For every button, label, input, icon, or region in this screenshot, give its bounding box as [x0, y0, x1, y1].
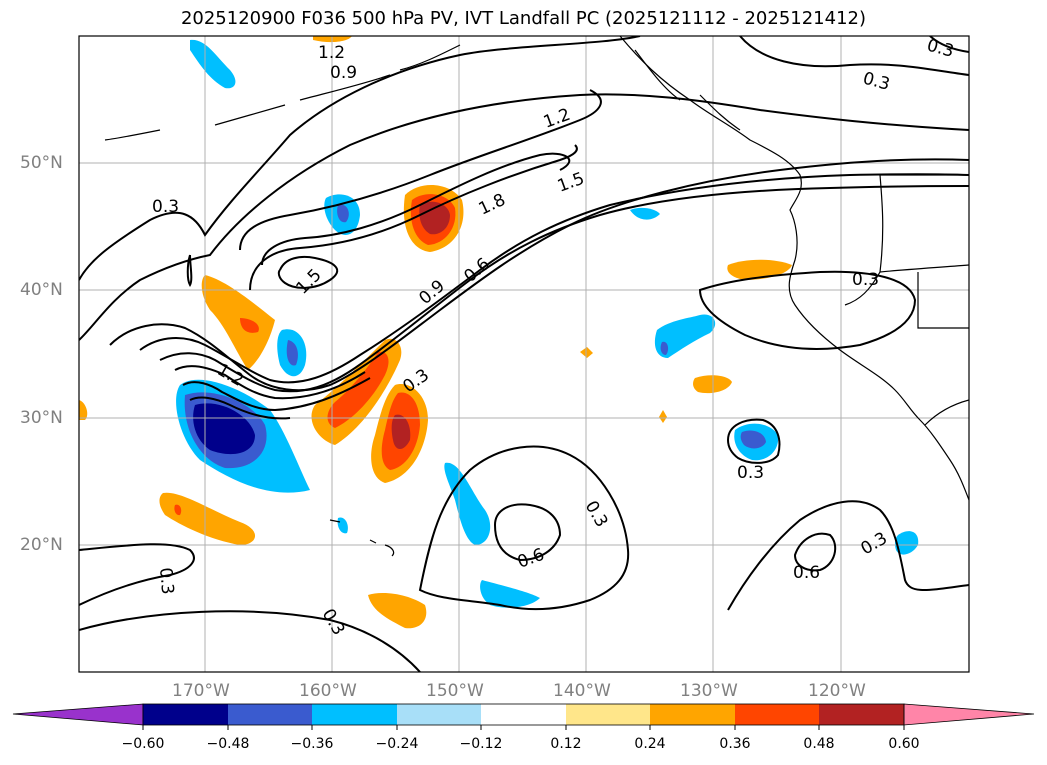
negative-anomaly-region — [193, 403, 255, 455]
lon-label: 170°W — [172, 681, 230, 701]
contour-label: 0.3 — [737, 463, 764, 483]
lon-label: 150°W — [426, 681, 484, 701]
map-title: 2025120900 F036 500 hPa PV, IVT Landfall… — [180, 8, 867, 29]
graticule — [79, 36, 969, 672]
colorbar — [12, 703, 1035, 730]
map-frame — [78, 35, 970, 673]
colorbar-tick-label: 0.12 — [550, 736, 582, 752]
lon-label: 120°W — [808, 681, 866, 701]
negative-anomaly-region — [894, 531, 919, 555]
contour-label: 0.3 — [852, 270, 879, 290]
positive-anomaly-region — [201, 275, 275, 370]
positive-anomaly-region — [240, 318, 259, 333]
negative-anomaly-region — [654, 314, 716, 358]
positive-anomaly-region — [368, 593, 427, 629]
colorbar-tick-label: 0.60 — [888, 736, 920, 752]
lon-label: 140°W — [553, 681, 611, 701]
negative-anomaly-region — [480, 580, 540, 608]
map-plot-area: 1.2 0.9 1.2 1.5 1.8 1.5 0.9 0.6 0.3 1.2 … — [79, 36, 969, 672]
colorbar-tick-label: −0.24 — [375, 736, 419, 752]
contour-label: 0.3 — [155, 567, 177, 596]
coastlines — [104, 36, 969, 557]
pv-contours — [79, 36, 969, 672]
positive-anomaly-region — [159, 492, 256, 545]
contour-label: 1.2 — [318, 43, 345, 63]
contour-label: 0.6 — [793, 563, 820, 583]
negative-anomaly-region — [337, 204, 349, 223]
positive-anomaly-region — [327, 351, 389, 428]
positive-anomaly-region — [419, 201, 450, 235]
contour-label: 0.3 — [152, 197, 179, 217]
colorbar-tick-label: 0.36 — [719, 736, 751, 752]
lat-label: 20°N — [20, 535, 63, 555]
pv-shading — [79, 36, 919, 629]
colorbar-tick-label: 0.24 — [634, 736, 666, 752]
lon-label: 160°W — [299, 681, 357, 701]
colorbar-tick-label: −0.60 — [121, 736, 165, 752]
negative-anomaly-region — [660, 341, 669, 355]
contour-label: 0.9 — [330, 63, 357, 83]
positive-anomaly-region — [174, 504, 182, 516]
lon-label: 130°W — [680, 681, 738, 701]
colorbar-tick-label: −0.12 — [459, 736, 503, 752]
negative-anomaly-region — [286, 340, 298, 366]
negative-anomaly-region — [190, 39, 236, 89]
positive-anomaly-region — [391, 414, 411, 449]
negative-anomaly-region — [740, 430, 766, 449]
lat-label: 50°N — [20, 153, 63, 173]
colorbar-tick-label: −0.36 — [290, 736, 334, 752]
colorbar-tick-label: 0.48 — [803, 736, 835, 752]
lat-label: 40°N — [20, 280, 63, 300]
positive-anomaly-region — [659, 410, 667, 423]
negative-anomaly-region — [444, 462, 491, 545]
lat-label: 30°N — [20, 408, 63, 428]
negative-anomaly-region — [630, 207, 660, 220]
negative-anomaly-region — [337, 517, 348, 534]
positive-anomaly-region — [79, 400, 88, 420]
colorbar-tick-label: −0.48 — [206, 736, 250, 752]
